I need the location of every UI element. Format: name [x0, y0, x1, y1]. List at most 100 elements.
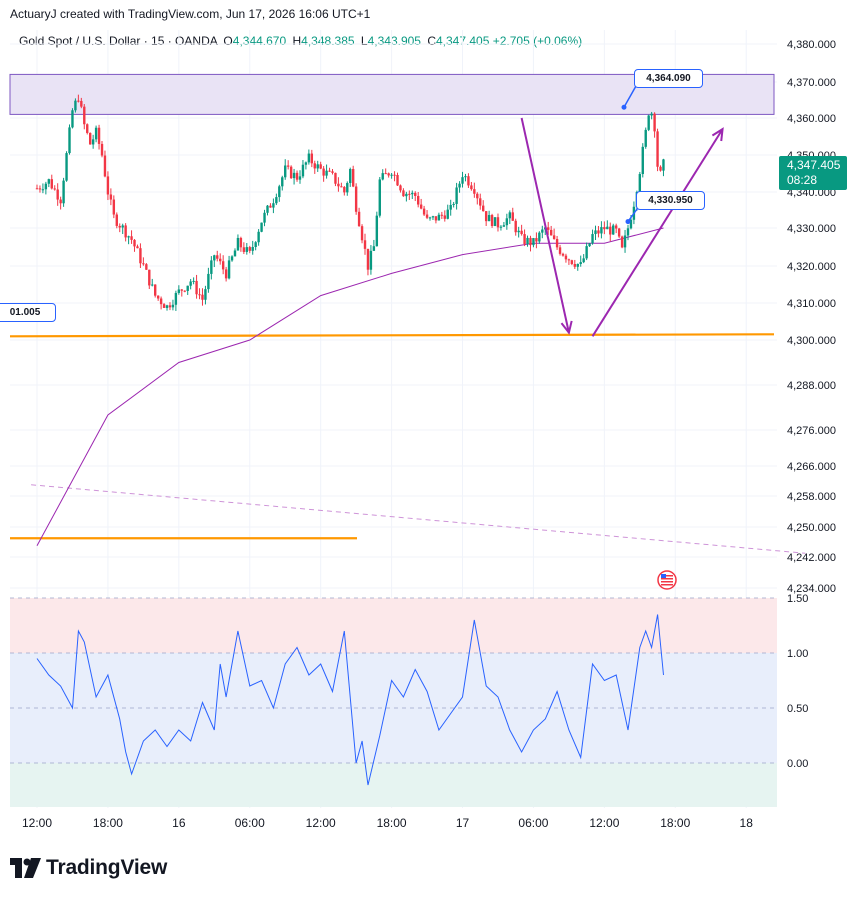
candle-down	[139, 248, 142, 264]
left-level-callout[interactable]: 01.005	[0, 303, 56, 322]
oscillator-axis-label: 1.50	[787, 593, 808, 605]
candle-down	[142, 263, 145, 265]
candle-up	[272, 203, 275, 208]
candle-up	[446, 209, 449, 219]
candle-down	[343, 187, 346, 193]
candle-down	[156, 295, 160, 299]
candle-up	[612, 225, 615, 235]
us-flag-icon-stripe	[661, 575, 673, 577]
candle-down	[490, 215, 494, 227]
candle-down	[511, 212, 514, 221]
candle-down	[414, 192, 417, 196]
candle-up	[526, 237, 529, 245]
candle-down	[384, 173, 387, 175]
candle-up	[532, 238, 535, 246]
chart-credit: ActuaryJ created with TradingView.com, J…	[10, 7, 371, 21]
candle-down	[80, 100, 83, 107]
candle-up	[455, 187, 458, 204]
candle-down	[470, 185, 473, 190]
high-callout-connector	[623, 85, 637, 108]
close-label: C	[427, 34, 436, 48]
candle-down	[549, 229, 553, 236]
candle-up	[281, 177, 284, 187]
candle-up	[165, 305, 169, 308]
candle-up	[544, 227, 547, 230]
candle-down	[334, 172, 337, 184]
candle-down	[603, 227, 606, 230]
candle-up	[174, 292, 178, 305]
candle-down	[35, 188, 39, 190]
candle-up	[44, 183, 48, 190]
high-price-callout[interactable]: 4,364.090	[634, 69, 703, 88]
candle-up	[304, 162, 308, 165]
candle-down	[351, 169, 355, 187]
candle-down	[514, 220, 517, 233]
candle-down	[440, 214, 444, 216]
candle-up	[579, 262, 582, 264]
candle-down	[286, 165, 290, 167]
candle-down	[97, 127, 101, 144]
candle-down	[656, 131, 659, 167]
oscillator-axis-label: 0.00	[787, 758, 808, 770]
candle-down	[653, 113, 656, 132]
candle-down	[328, 170, 331, 172]
symbol-legend: Gold Spot / U.S. Dollar · 15 · OANDA O4,…	[19, 34, 582, 48]
candle-up	[325, 170, 328, 176]
candle-down	[402, 190, 405, 197]
time-axis-label: 12:00	[589, 816, 619, 830]
candle-up	[257, 231, 260, 243]
candle-down	[331, 171, 334, 173]
oscillator-band	[10, 653, 777, 763]
time-axis-label: 17	[456, 816, 470, 830]
candle-up	[171, 304, 175, 308]
us-flag-icon-stripe	[661, 578, 673, 580]
candle-down	[295, 172, 299, 180]
candle-up	[254, 242, 257, 247]
price-axis-label: 4,320.000	[787, 261, 836, 273]
candle-down	[50, 179, 53, 189]
candle-up	[647, 115, 650, 130]
candle-down	[482, 205, 485, 212]
candle-up	[623, 235, 627, 248]
candle-up	[541, 229, 544, 233]
low-callout-dot	[625, 219, 631, 225]
candle-up	[68, 127, 71, 154]
last-price-tag: 4,347.405 08:28	[779, 156, 847, 190]
candle-down	[337, 183, 340, 187]
candle-up	[493, 217, 497, 227]
candle-down	[269, 205, 272, 208]
candle-down	[242, 247, 246, 252]
candle-up	[204, 289, 207, 300]
support-line	[9, 333, 775, 338]
candle-up	[47, 179, 51, 184]
tradingview-logo-text: TradingView	[46, 856, 168, 879]
down-arrow-head	[560, 320, 573, 335]
low-price-callout[interactable]: 4,330.950	[636, 191, 705, 210]
low-value: 4,343.905	[367, 34, 421, 48]
candle-up	[626, 228, 630, 236]
candle-up	[505, 218, 509, 226]
candle-down	[564, 255, 568, 260]
candle-up	[369, 250, 373, 270]
price-axis-label: 4,258.000	[787, 491, 836, 503]
candle-up	[121, 225, 124, 228]
candle-down	[148, 269, 151, 286]
candle-up	[641, 146, 644, 175]
candle-down	[59, 199, 62, 204]
candle-down	[239, 237, 243, 248]
us-flag-icon-stripe	[661, 584, 673, 586]
candle-down	[183, 290, 186, 292]
candle-down	[416, 195, 420, 205]
candle-up	[452, 203, 455, 205]
candle-up	[213, 255, 216, 261]
candle-down	[552, 235, 556, 239]
candle-up	[236, 237, 240, 251]
candle-up	[275, 197, 278, 204]
candle-up	[372, 246, 376, 251]
candle-down	[115, 214, 118, 226]
candle-down	[310, 153, 314, 164]
price-axis-label: 4,310.000	[787, 298, 836, 310]
candle-down	[195, 280, 198, 295]
us-flag-icon-ring	[657, 570, 677, 590]
